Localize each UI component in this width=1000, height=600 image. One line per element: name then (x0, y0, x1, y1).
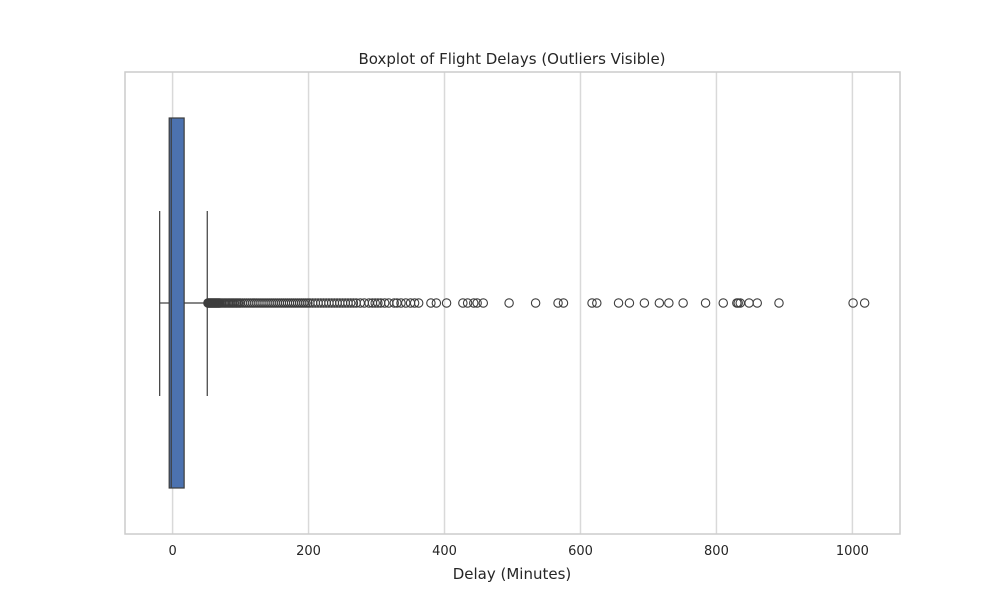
x-tick-label: 1000 (836, 544, 869, 559)
plot-frame (124, 71, 901, 535)
outlier-point (441, 298, 452, 308)
outlier-point (472, 298, 482, 308)
outlier-point (558, 298, 569, 308)
outlier-point (373, 298, 383, 308)
outlier-point (504, 298, 514, 308)
outlier-point (370, 298, 380, 308)
x-tick-label: 800 (704, 544, 729, 559)
outlier-point (462, 298, 473, 308)
outlier-point (530, 298, 541, 308)
outlier-point (458, 298, 468, 308)
x-tick-label: 200 (296, 544, 321, 559)
outlier-point (752, 298, 762, 308)
chart-title: Boxplot of Flight Delays (Outliers Visib… (358, 50, 665, 68)
outliers-group (203, 298, 870, 308)
outlier-point (587, 298, 597, 308)
outlier-point (396, 298, 406, 308)
gridlines (171, 72, 854, 534)
outlier-point (401, 298, 411, 308)
outlier-point (859, 298, 870, 308)
outlier-point (592, 298, 602, 308)
outlier-point (744, 298, 754, 308)
x-axis-label: Delay (Minutes) (453, 565, 572, 583)
outlier-point (426, 298, 436, 308)
outlier-point (409, 298, 420, 308)
outlier-point (718, 298, 728, 308)
outlier-point (613, 298, 624, 308)
outlier-point (553, 298, 563, 308)
outlier-point (664, 298, 674, 308)
outlier-point (700, 298, 711, 308)
outlier-point (379, 298, 390, 308)
outlier-point (389, 298, 399, 308)
outlier-point (848, 298, 858, 308)
outlier-point (431, 298, 442, 308)
x-axis-ticks: 0 200 400 600 800 1000 (168, 544, 869, 559)
outlier-point (478, 298, 489, 308)
outlier-point (468, 298, 479, 308)
outlier-point (413, 298, 424, 308)
x-tick-label: 0 (168, 544, 176, 559)
iqr-box (168, 117, 185, 489)
outlier-point (774, 298, 784, 308)
outlier-point (624, 298, 635, 308)
outlier-point (639, 298, 650, 308)
box-group (159, 117, 208, 489)
outlier-point (678, 298, 688, 308)
outlier-point (348, 298, 359, 308)
x-tick-label: 600 (568, 544, 593, 559)
outlier-point (654, 298, 665, 308)
x-tick-label: 400 (432, 544, 457, 559)
outlier-point (345, 298, 356, 308)
